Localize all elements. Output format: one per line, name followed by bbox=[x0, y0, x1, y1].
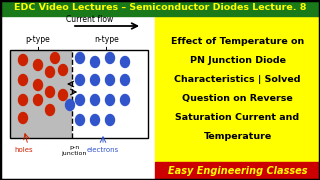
Bar bbox=[155, 16, 320, 162]
Ellipse shape bbox=[19, 55, 28, 66]
Ellipse shape bbox=[121, 75, 130, 86]
Ellipse shape bbox=[51, 53, 60, 64]
Text: Easy Engineering Classes: Easy Engineering Classes bbox=[168, 166, 307, 176]
Text: Effect of Temperature on: Effect of Temperature on bbox=[171, 37, 304, 46]
Ellipse shape bbox=[66, 100, 75, 111]
Ellipse shape bbox=[59, 89, 68, 100]
Ellipse shape bbox=[19, 112, 28, 123]
Ellipse shape bbox=[34, 60, 43, 71]
Bar bbox=[155, 162, 320, 180]
Text: n-type: n-type bbox=[94, 35, 119, 44]
Text: Temperature: Temperature bbox=[204, 132, 272, 141]
Bar bbox=[0, 16, 155, 180]
Ellipse shape bbox=[121, 57, 130, 68]
Ellipse shape bbox=[19, 75, 28, 86]
Text: Current flow: Current flow bbox=[66, 15, 114, 24]
Ellipse shape bbox=[106, 53, 115, 64]
Bar bbox=[10, 50, 148, 138]
Ellipse shape bbox=[19, 94, 28, 105]
Ellipse shape bbox=[34, 80, 43, 91]
Ellipse shape bbox=[121, 94, 130, 105]
Ellipse shape bbox=[91, 94, 100, 105]
Ellipse shape bbox=[76, 75, 84, 86]
Text: EDC Video Lectures – Semiconductor Diodes Lecture. 8: EDC Video Lectures – Semiconductor Diode… bbox=[14, 3, 306, 12]
Ellipse shape bbox=[59, 64, 68, 75]
Bar bbox=[72, 50, 148, 138]
Ellipse shape bbox=[106, 94, 115, 105]
Ellipse shape bbox=[76, 53, 84, 64]
Ellipse shape bbox=[76, 94, 84, 105]
Text: electrons: electrons bbox=[87, 147, 119, 153]
Ellipse shape bbox=[76, 114, 84, 125]
Ellipse shape bbox=[106, 114, 115, 125]
Ellipse shape bbox=[34, 94, 43, 105]
Ellipse shape bbox=[45, 87, 54, 98]
Bar bbox=[10, 50, 72, 138]
Ellipse shape bbox=[45, 66, 54, 78]
Ellipse shape bbox=[106, 75, 115, 86]
Ellipse shape bbox=[91, 57, 100, 68]
Ellipse shape bbox=[91, 75, 100, 86]
Text: Characteristics | Solved: Characteristics | Solved bbox=[174, 75, 301, 84]
Text: p-n
junction: p-n junction bbox=[61, 145, 87, 156]
Ellipse shape bbox=[45, 105, 54, 116]
Text: holes: holes bbox=[15, 147, 33, 153]
Ellipse shape bbox=[91, 114, 100, 125]
Text: p-type: p-type bbox=[26, 35, 50, 44]
Text: Question on Reverse: Question on Reverse bbox=[182, 94, 293, 103]
Bar bbox=[0, 0, 320, 16]
Text: Saturation Current and: Saturation Current and bbox=[175, 113, 300, 122]
Text: PN Junction Diode: PN Junction Diode bbox=[189, 56, 285, 65]
